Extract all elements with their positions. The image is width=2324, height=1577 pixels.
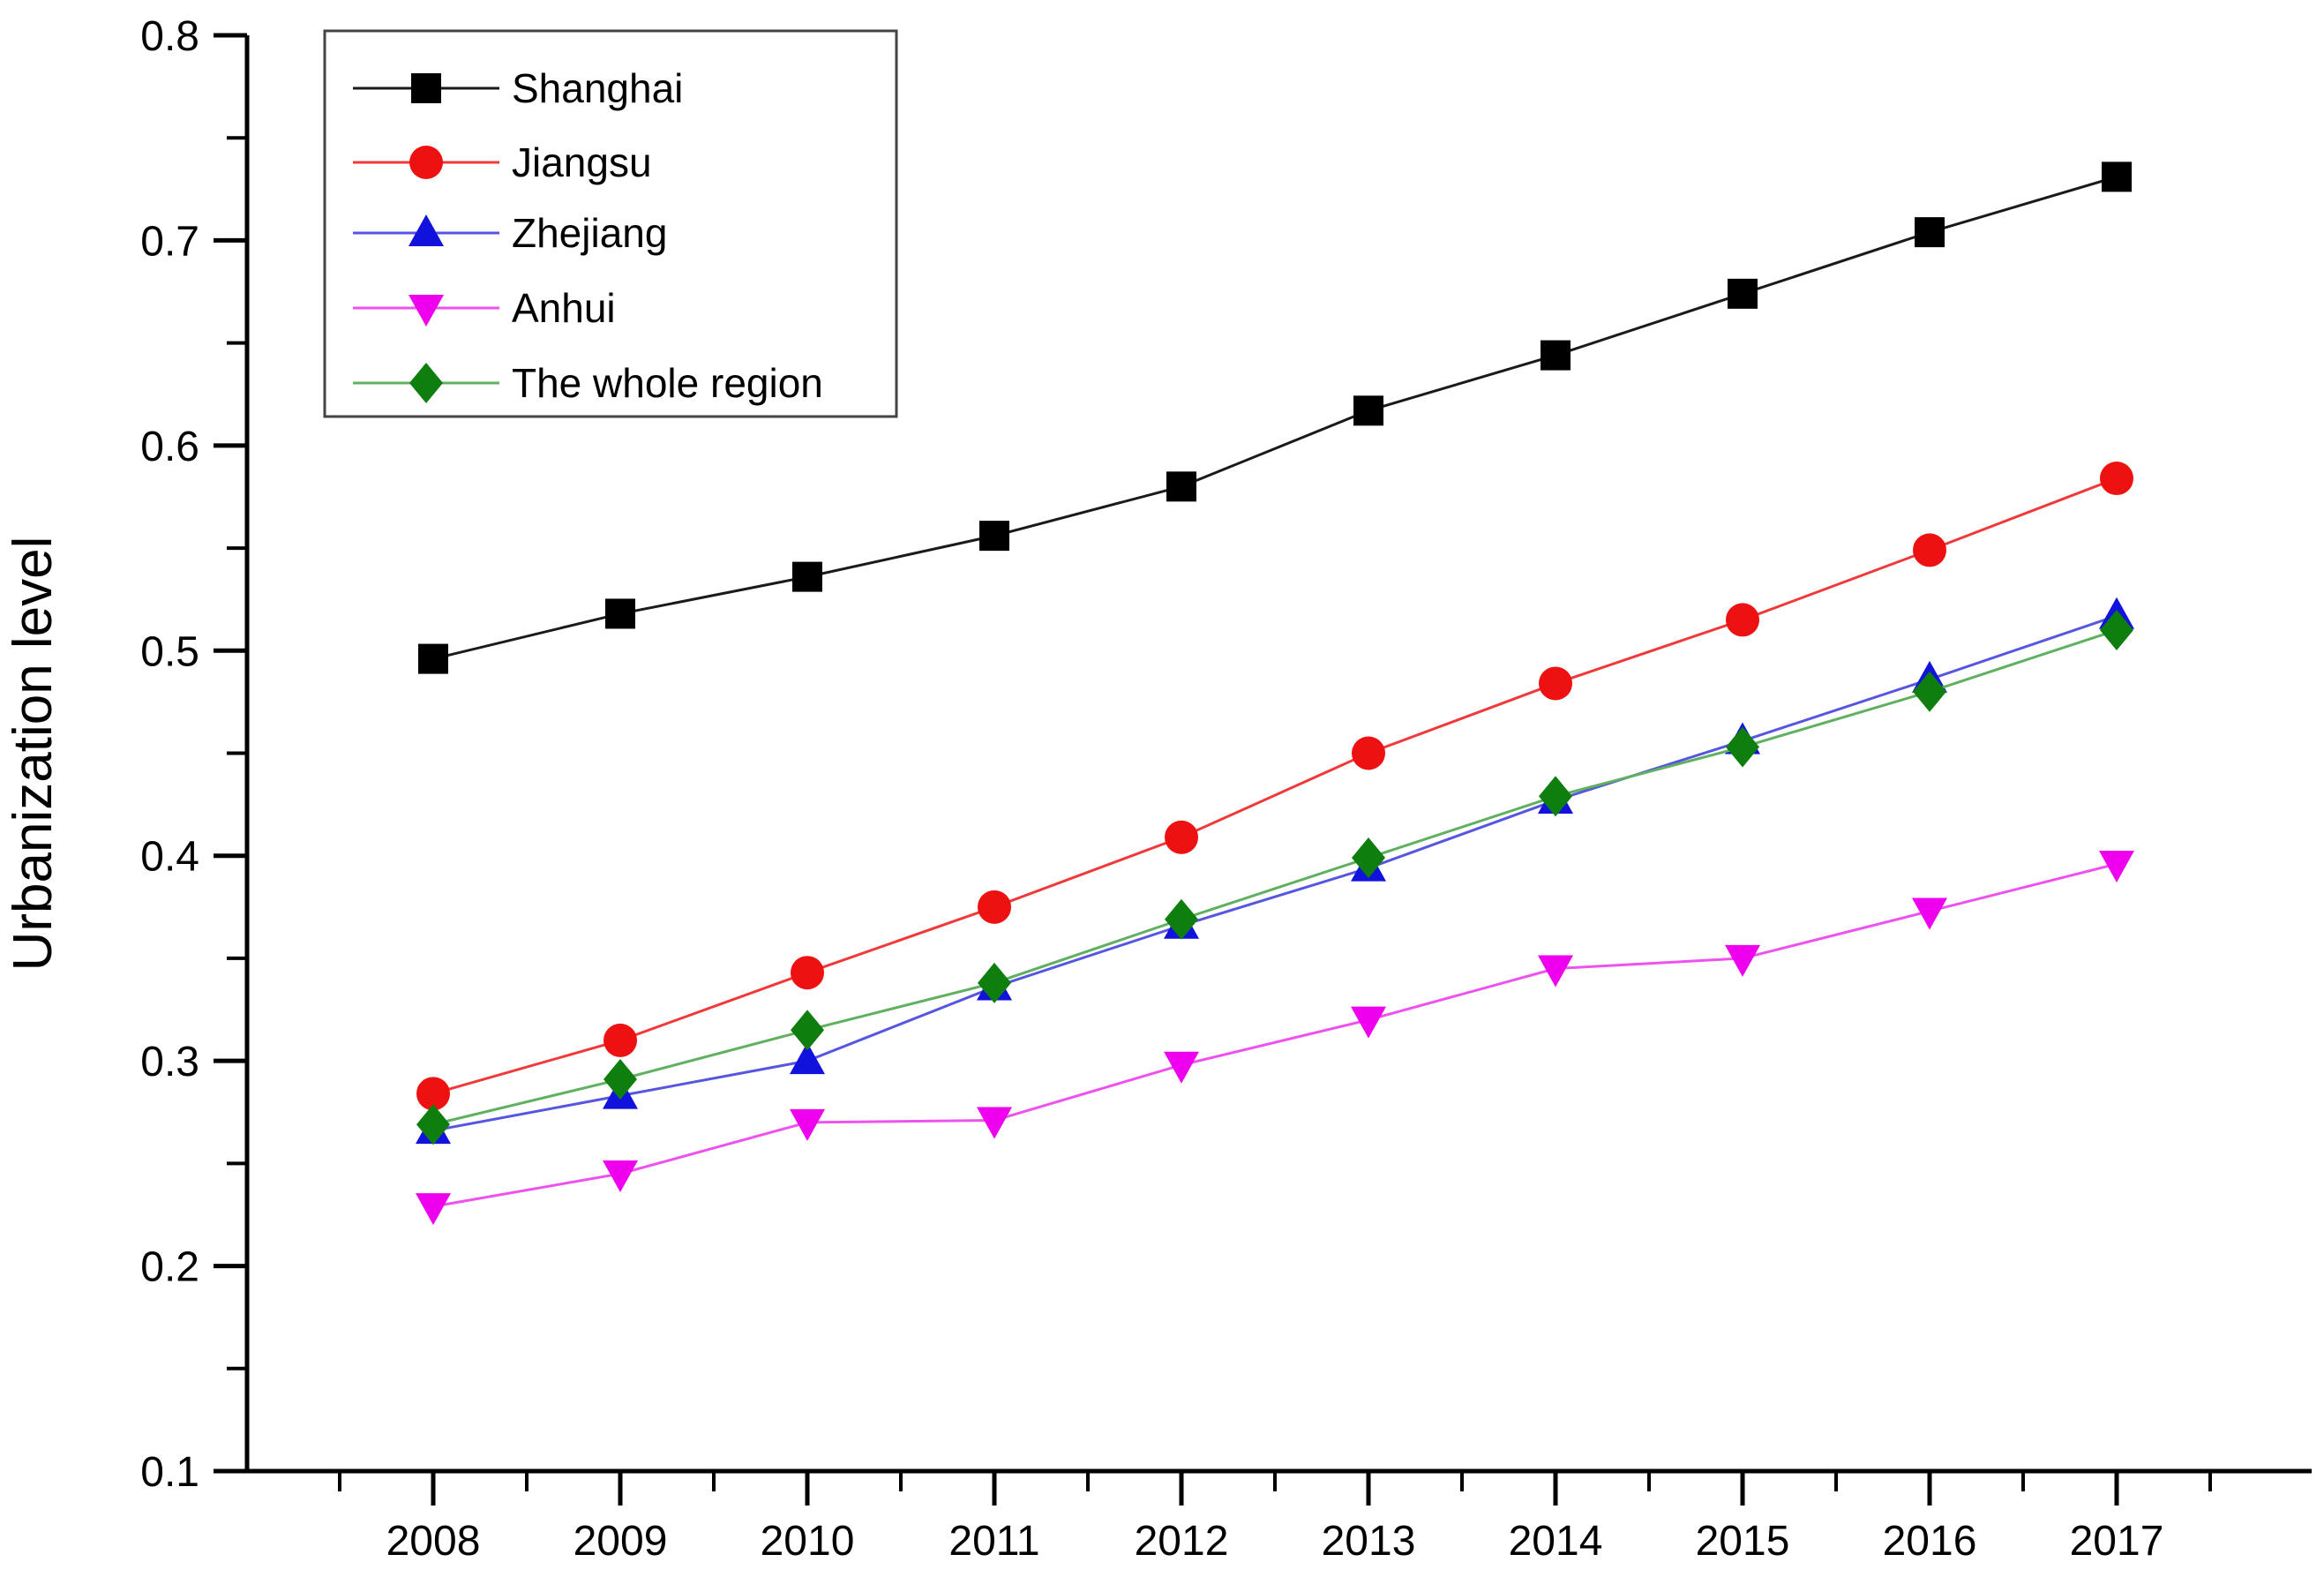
shanghai-marker	[2102, 161, 2132, 192]
x-tick-label: 2008	[386, 1518, 481, 1565]
series-line-shanghai	[432, 175, 2118, 661]
x-tick-label: 2010	[761, 1518, 855, 1565]
series-jiangsu	[416, 462, 2133, 1111]
anhui-marker	[1912, 897, 1947, 930]
legend-entry-zhejiang: Zhejiang	[353, 210, 667, 256]
legend-marker-shanghai	[411, 73, 441, 103]
shanghai-marker	[418, 643, 448, 674]
series-line-anhui	[432, 862, 2118, 1208]
jiangsu-marker	[1726, 603, 1759, 637]
jiangsu-marker	[1165, 820, 1198, 854]
shanghai-marker	[1166, 471, 1196, 502]
legend-entry-shanghai: Shanghai	[353, 65, 683, 111]
whole-region-marker	[2100, 610, 2133, 651]
legend: Shanghai Jiangsu Zhejiang Anhui The whole re…	[323, 29, 898, 418]
x-tick-label: 2017	[2070, 1518, 2164, 1565]
jiangsu-marker	[1539, 666, 1572, 701]
shanghai-marker	[979, 521, 1009, 552]
series-whole-region	[416, 610, 2133, 1145]
y-tick-label: 0.1	[140, 1449, 199, 1496]
y-tick-label: 0.6	[140, 424, 199, 470]
x-tick-label: 2013	[1322, 1518, 1416, 1565]
zhejiang-marker	[790, 1042, 825, 1075]
shanghai-marker	[1541, 340, 1571, 371]
jiangsu-marker	[978, 890, 1011, 924]
anhui-marker	[1725, 944, 1760, 977]
whole-region-marker	[791, 1010, 824, 1051]
jiangsu-marker	[2100, 462, 2133, 496]
whole-region-marker	[1165, 898, 1198, 940]
anhui-marker	[416, 1193, 451, 1226]
legend-entry-jiangsu: Jiangsu	[353, 139, 652, 185]
plot-area: 0.1 0.2 0.3 0.4 0.5 0.6 0.7 0.8 2008 2009 2010 2011…	[140, 13, 2312, 1565]
x-tick-label: 2011	[948, 1518, 1039, 1565]
legend-marker-whole-region	[409, 363, 443, 403]
y-tick-label: 0.5	[140, 628, 199, 675]
series-anhui	[416, 851, 2134, 1226]
legend-label-whole-region: The whole region	[512, 360, 823, 406]
legend-label-jiangsu: Jiangsu	[512, 139, 652, 185]
y-tick-label: 0.2	[140, 1244, 199, 1291]
shanghai-marker	[792, 561, 822, 592]
jiangsu-marker	[416, 1077, 450, 1111]
anhui-marker	[2099, 851, 2134, 883]
whole-region-marker	[978, 962, 1011, 1003]
anhui-marker	[1164, 1051, 1199, 1084]
legend-entry-whole-region: The whole region	[353, 360, 823, 406]
whole-region-marker	[1539, 776, 1572, 817]
legend-marker-anhui	[409, 295, 444, 327]
jiangsu-marker	[1913, 533, 1946, 567]
shanghai-marker	[605, 598, 635, 629]
jiangsu-marker	[791, 956, 824, 990]
legend-label-anhui: Anhui	[512, 285, 616, 331]
jiangsu-marker	[1352, 736, 1385, 770]
whole-region-marker	[603, 1059, 637, 1100]
y-tick-label: 0.8	[140, 13, 199, 60]
series-line-whole-region	[432, 628, 2118, 1126]
x-tick-label: 2009	[574, 1518, 668, 1565]
jiangsu-marker	[603, 1023, 637, 1057]
x-tick-label: 2015	[1696, 1518, 1790, 1565]
y-tick-label: 0.7	[140, 218, 199, 265]
legend-marker-zhejiang	[409, 214, 444, 246]
anhui-marker	[1538, 955, 1573, 988]
whole-region-marker	[1913, 671, 1946, 712]
legend-marker-jiangsu	[409, 146, 443, 179]
x-tick-label: 2016	[1883, 1518, 1977, 1565]
shanghai-marker	[1915, 217, 1945, 248]
series-zhejiang	[416, 597, 2134, 1145]
anhui-marker	[790, 1108, 825, 1141]
y-tick-label: 0.3	[140, 1039, 199, 1085]
anhui-marker	[603, 1160, 638, 1192]
shanghai-marker	[1728, 278, 1758, 309]
shanghai-marker	[1353, 395, 1383, 426]
series-shanghai	[418, 161, 2132, 674]
legend-entry-anhui: Anhui	[353, 285, 616, 331]
legend-label-zhejiang: Zhejiang	[512, 210, 667, 256]
anhui-marker	[1351, 1006, 1386, 1039]
x-tick-label: 2012	[1135, 1518, 1229, 1565]
series-line-jiangsu	[432, 477, 2118, 1095]
y-axis-title: Urbanization level	[3, 537, 64, 972]
series-line-zhejiang	[432, 614, 2118, 1132]
whole-region-marker	[1352, 837, 1385, 879]
x-tick-label: 2014	[1509, 1518, 1603, 1565]
anhui-marker	[977, 1107, 1012, 1139]
whole-region-marker	[1726, 726, 1759, 768]
legend-label-shanghai: Shanghai	[512, 65, 683, 111]
y-tick-label: 0.4	[140, 834, 199, 881]
whole-region-marker	[416, 1104, 450, 1145]
